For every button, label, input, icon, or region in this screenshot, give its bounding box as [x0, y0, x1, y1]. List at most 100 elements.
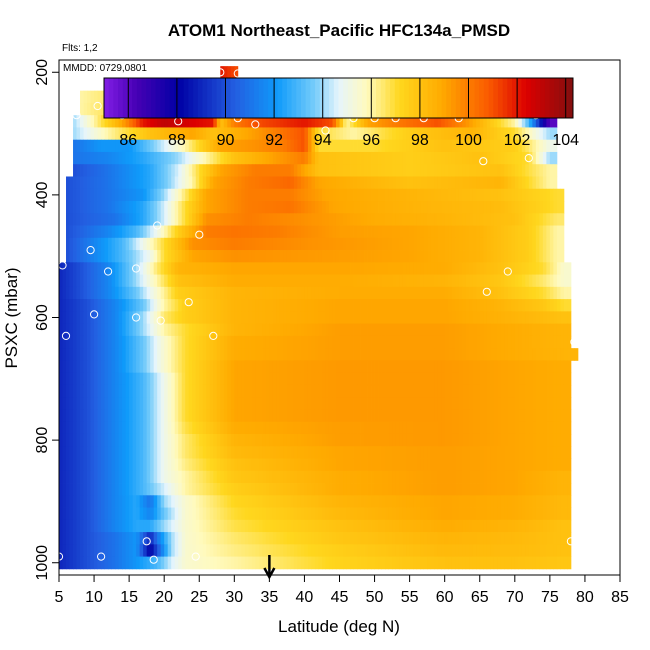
heatmap-cell [174, 274, 179, 288]
heatmap-cell [62, 286, 67, 300]
heatmap-cell [132, 397, 137, 410]
heatmap-cell [493, 421, 498, 435]
heatmap-cell [216, 458, 221, 472]
heatmap-cell [321, 286, 326, 300]
heatmap-cell [335, 176, 340, 190]
heatmap-cell [339, 446, 344, 459]
heatmap-cell [59, 274, 63, 288]
heatmap-cell [430, 458, 435, 472]
heatmap-cell [314, 409, 319, 423]
heatmap-cell [76, 372, 81, 386]
heatmap-cell [563, 360, 568, 374]
heatmap-cell [343, 372, 347, 386]
heatmap-cell [188, 164, 193, 177]
heatmap-cell [374, 127, 379, 141]
heatmap-cell [364, 311, 368, 325]
heatmap-cell [290, 237, 295, 251]
heatmap-cell [290, 409, 295, 423]
heatmap-cell [181, 360, 186, 374]
heatmap-cell [350, 151, 354, 165]
heatmap-cell [514, 139, 519, 153]
heatmap-cell [115, 115, 120, 128]
heatmap-cell [469, 201, 474, 214]
heatmap-cell [174, 127, 179, 141]
heatmap-cell [511, 335, 516, 349]
heatmap-cell [178, 286, 183, 300]
heatmap-cell [462, 348, 467, 361]
heatmap-cell [525, 360, 530, 374]
heatmap-cell [549, 237, 554, 251]
heatmap-cell [97, 397, 102, 410]
heatmap-cell [276, 286, 281, 300]
heatmap-cell [556, 237, 561, 251]
heatmap-cell [150, 311, 155, 325]
heatmap-cell [234, 127, 239, 141]
heatmap-cell [490, 188, 495, 202]
heatmap-cell [290, 421, 295, 435]
heatmap-cell [472, 299, 477, 312]
heatmap-cell [265, 483, 270, 496]
heatmap-cell [90, 274, 95, 288]
heatmap-cell [213, 151, 218, 165]
heatmap-cell [304, 335, 309, 349]
heatmap-cell [346, 335, 351, 349]
heatmap-cell [248, 176, 253, 190]
heatmap-cell [500, 360, 505, 374]
heatmap-cell [146, 311, 151, 325]
heatmap-cell [227, 507, 232, 521]
heatmap-cell [371, 139, 375, 153]
heatmap-cell [143, 495, 148, 508]
heatmap-cell [416, 286, 421, 300]
heatmap-cell [409, 348, 414, 361]
heatmap-cell [430, 446, 435, 459]
heatmap-cell [314, 335, 319, 349]
heatmap-cell [357, 384, 361, 398]
heatmap-cell [486, 127, 491, 141]
heatmap-cell [80, 458, 84, 472]
heatmap-cell [265, 360, 270, 374]
heatmap-cell [213, 421, 218, 435]
heatmap-cell [69, 446, 74, 459]
heatmap-cell [360, 470, 365, 484]
heatmap-cell [227, 66, 232, 79]
heatmap-cell [507, 311, 512, 325]
heatmap-cell [441, 115, 446, 128]
heatmap-cell [80, 237, 84, 251]
heatmap-cell [563, 397, 568, 410]
heatmap-cell [378, 164, 382, 177]
heatmap-cell [458, 201, 463, 214]
heatmap-cell [339, 433, 344, 447]
heatmap-cell [94, 213, 98, 226]
heatmap-cell [300, 507, 305, 521]
heatmap-cell [423, 299, 428, 312]
heatmap-cell [497, 483, 502, 496]
heatmap-cell [374, 213, 379, 226]
heatmap-cell [153, 176, 158, 190]
heatmap-cell [83, 201, 88, 214]
heatmap-cell [399, 299, 404, 312]
heatmap-cell [283, 458, 288, 472]
heatmap-cell [553, 372, 558, 386]
heatmap-cell [339, 335, 344, 349]
heatmap-cell [132, 335, 137, 349]
heatmap-cell [101, 335, 105, 349]
heatmap-cell [195, 115, 200, 128]
heatmap-cell [174, 323, 179, 337]
heatmap-cell [153, 446, 158, 459]
heatmap-cell [416, 507, 421, 521]
heatmap-cell [497, 213, 502, 226]
heatmap-cell [101, 458, 105, 472]
heatmap-cell [364, 409, 368, 423]
heatmap-cell [399, 335, 404, 349]
heatmap-cell [125, 237, 130, 251]
heatmap-cell [202, 274, 207, 288]
heatmap-cell [255, 397, 260, 410]
heatmap-cell [104, 139, 109, 153]
heatmap-cell [76, 446, 81, 459]
heatmap-cell [293, 311, 298, 325]
heatmap-cell [73, 188, 77, 202]
heatmap-cell [234, 397, 239, 410]
heatmap-cell [448, 433, 453, 447]
heatmap-cell [497, 237, 502, 251]
heatmap-cell [178, 323, 183, 337]
